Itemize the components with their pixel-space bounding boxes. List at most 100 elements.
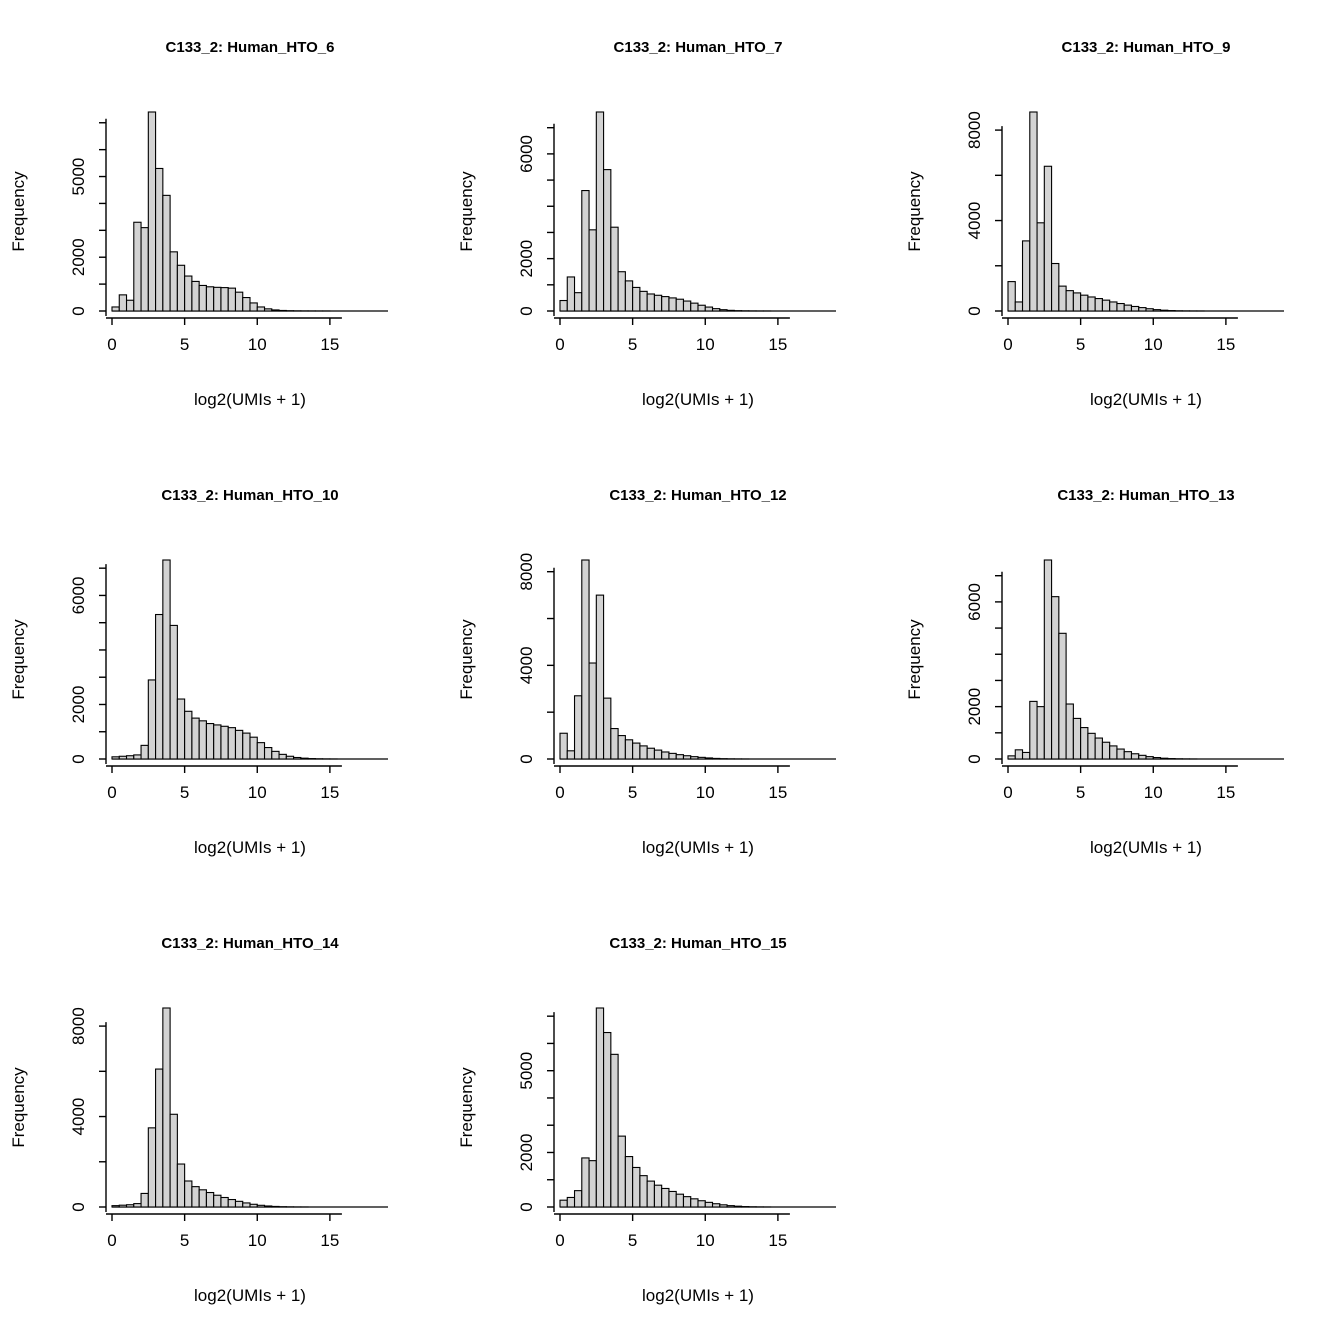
y-axis-label: Frequency [9, 619, 28, 700]
y-tick-label: 2000 [517, 240, 536, 278]
x-tick-label: 15 [1216, 335, 1235, 354]
histogram-bar [1087, 732, 1096, 760]
histogram-bar [125, 755, 135, 760]
histogram-bar [581, 190, 590, 312]
histogram-bars [559, 1007, 772, 1208]
panel-title: C133_2: Human_HTO_13 [1057, 487, 1234, 504]
histogram-bar [711, 308, 721, 312]
histogram-bar [205, 1191, 215, 1208]
histogram-bar [1007, 755, 1016, 760]
y-axis: 0 4000 8000 [517, 553, 555, 764]
histogram-bar [1116, 302, 1125, 312]
histogram-bar [603, 697, 612, 760]
histogram-bar [271, 309, 280, 312]
x-tick-label: 10 [696, 335, 715, 354]
histogram-panel-Human_HTO_10: C133_2: Human_HTO_10 0 5 10 15 0 2000 6000 log2(… [0, 448, 448, 896]
histogram-bar [1101, 741, 1111, 760]
x-axis: 0 5 10 15 [106, 765, 342, 802]
x-axis: 0 5 10 15 [554, 317, 790, 354]
y-axis: 0 4000 8000 [69, 1007, 107, 1212]
y-tick-label: 6000 [517, 135, 536, 173]
histogram-bar [697, 756, 706, 760]
histogram-bar [155, 1068, 164, 1208]
histogram-bars [1007, 111, 1205, 312]
histogram-bar [278, 753, 287, 760]
histogram-bar [603, 1031, 612, 1208]
histogram-bar [617, 735, 626, 760]
histogram-bar [1058, 285, 1067, 312]
histogram-bar [632, 742, 641, 760]
histogram-bar [213, 1194, 222, 1208]
histogram-bar [263, 1205, 273, 1208]
histogram-bar [653, 749, 663, 760]
x-tick-label: 10 [1144, 783, 1163, 802]
histogram-bar [111, 306, 120, 312]
histogram-bar [1080, 294, 1089, 312]
histogram-bar [234, 291, 244, 312]
x-tick-label: 0 [107, 783, 116, 802]
x-tick-label: 0 [107, 335, 116, 354]
y-axis-label: Frequency [9, 171, 28, 252]
y-axis-label: Frequency [905, 171, 924, 252]
histogram-bar [1130, 753, 1140, 760]
histogram-bar [227, 287, 237, 312]
histogram-bar [162, 1007, 171, 1208]
y-tick-label: 4000 [517, 646, 536, 684]
x-tick-label: 5 [180, 783, 189, 802]
histogram-bar [704, 1201, 714, 1208]
histogram-bar [242, 1202, 251, 1208]
histogram-bar [581, 1157, 590, 1208]
histogram-bar [595, 111, 605, 312]
histogram-bar [639, 745, 648, 760]
x-axis: 0 5 10 15 [1002, 317, 1238, 354]
histogram-panel-Human_HTO_7: C133_2: Human_HTO_7 0 5 10 15 0 2000 6000 log2(U… [448, 0, 896, 448]
histogram-panel-Human_HTO_13: C133_2: Human_HTO_13 0 5 10 15 0 2000 6000 log2(… [896, 448, 1344, 896]
histogram-bar [1109, 745, 1118, 760]
histogram-bar [256, 306, 266, 312]
histogram-bar [697, 304, 706, 312]
y-tick-label: 6000 [69, 577, 88, 615]
histogram-bar [595, 594, 605, 760]
x-tick-label: 5 [628, 335, 637, 354]
y-tick-label: 0 [965, 306, 984, 315]
histogram-bar [125, 1204, 135, 1208]
histogram-bar [711, 757, 721, 760]
histogram-bar [573, 292, 583, 312]
histogram-bar [1159, 757, 1169, 760]
histogram-bar [646, 1180, 655, 1208]
histogram-svg: C133_2: Human_HTO_13 0 5 10 15 0 2000 6000 log2(… [905, 487, 1284, 857]
histogram-svg: C133_2: Human_HTO_10 0 5 10 15 0 2000 6000 log2(… [9, 487, 388, 857]
histogram-bar [191, 1186, 200, 1208]
histogram-bar [263, 308, 273, 312]
histogram-bar [220, 287, 229, 312]
histogram-bar [140, 227, 149, 312]
panel-title: C133_2: Human_HTO_12 [609, 487, 786, 504]
histogram-bar [133, 1203, 142, 1208]
histogram-bar [733, 1205, 743, 1208]
y-tick-label: 0 [69, 306, 88, 315]
y-axis: 0 2000 6000 [69, 564, 107, 764]
histogram-bars [1007, 559, 1198, 760]
histogram-bar [566, 1196, 576, 1208]
y-tick-label: 0 [517, 306, 536, 315]
histogram-bar [697, 1200, 706, 1208]
histogram-bar [300, 757, 309, 760]
panel-title: C133_2: Human_HTO_10 [161, 487, 338, 504]
histogram-bar [661, 751, 670, 760]
histogram-bar [169, 251, 178, 312]
x-axis-label: log2(UMIs + 1) [642, 1286, 754, 1305]
y-tick-label: 0 [965, 754, 984, 763]
x-axis: 0 5 10 15 [1002, 765, 1238, 802]
histogram-bar [191, 717, 200, 760]
histogram-bar [263, 747, 273, 760]
histogram-panel-Human_HTO_14: C133_2: Human_HTO_14 0 5 10 15 0 4000 8000 log2(… [0, 896, 448, 1344]
histogram-panel-Human_HTO_6: C133_2: Human_HTO_6 0 5 10 15 0 2000 5000 log2(U… [0, 0, 448, 448]
histogram-bars [111, 1007, 309, 1208]
histogram-bar [169, 1113, 178, 1208]
histogram-bar [176, 264, 186, 312]
x-tick-label: 15 [320, 1231, 339, 1250]
histogram-bar [234, 729, 244, 760]
histogram-bar [675, 754, 685, 760]
histogram-bar [624, 280, 634, 312]
histogram-bar [573, 695, 583, 760]
